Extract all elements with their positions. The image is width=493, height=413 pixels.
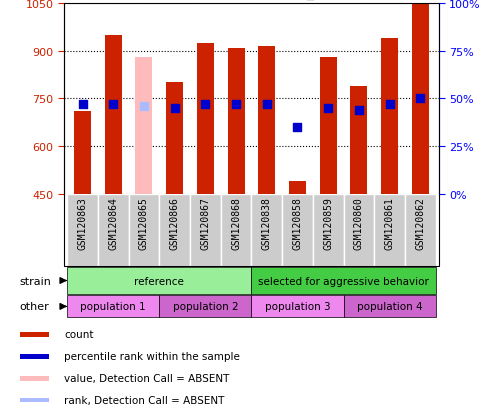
Bar <box>166 83 183 194</box>
Bar <box>320 58 337 194</box>
Text: rank, Detection Call = ABSENT: rank, Detection Call = ABSENT <box>64 395 224 405</box>
Bar <box>159 296 251 318</box>
Bar <box>381 39 398 194</box>
Bar <box>258 47 275 194</box>
Point <box>263 102 271 108</box>
Bar <box>98 194 129 266</box>
Bar <box>197 44 214 194</box>
Bar <box>20 332 49 337</box>
Text: GSM120838: GSM120838 <box>262 196 272 249</box>
Text: GSM120858: GSM120858 <box>292 196 303 249</box>
Bar <box>412 4 429 194</box>
Bar <box>344 296 436 318</box>
Point <box>78 102 86 108</box>
Bar <box>74 112 91 194</box>
Text: selected for aggressive behavior: selected for aggressive behavior <box>258 276 429 286</box>
Text: GSM120866: GSM120866 <box>170 196 179 249</box>
Text: reference: reference <box>135 276 184 286</box>
Text: GSM120868: GSM120868 <box>231 196 241 249</box>
Bar <box>20 376 49 381</box>
Text: count: count <box>64 330 94 339</box>
Point <box>140 103 148 110</box>
Text: GSM120862: GSM120862 <box>415 196 425 249</box>
Bar <box>228 48 245 194</box>
Point <box>324 105 332 112</box>
Bar <box>351 86 367 194</box>
Bar <box>374 194 405 266</box>
Text: other: other <box>20 301 49 312</box>
Text: GSM120867: GSM120867 <box>200 196 211 249</box>
Bar <box>289 181 306 194</box>
Text: GSM120864: GSM120864 <box>108 196 118 249</box>
Bar <box>251 267 436 295</box>
Text: population 3: population 3 <box>265 301 330 312</box>
Bar <box>136 58 152 194</box>
Text: value, Detection Call = ABSENT: value, Detection Call = ABSENT <box>64 373 229 383</box>
Point <box>293 124 301 131</box>
Text: GSM120861: GSM120861 <box>385 196 394 249</box>
Point <box>386 102 393 108</box>
Point <box>232 102 240 108</box>
Point <box>109 102 117 108</box>
Point <box>355 107 363 114</box>
Bar <box>20 354 49 359</box>
Point <box>171 105 178 112</box>
Bar <box>105 36 122 194</box>
Text: GSM120860: GSM120860 <box>354 196 364 249</box>
Text: GSM120859: GSM120859 <box>323 196 333 249</box>
Bar <box>221 194 251 266</box>
Bar <box>67 194 98 266</box>
Bar <box>313 194 344 266</box>
Bar <box>251 194 282 266</box>
Text: GSM120863: GSM120863 <box>77 196 88 249</box>
Text: percentile rank within the sample: percentile rank within the sample <box>64 351 240 361</box>
Bar <box>159 194 190 266</box>
Bar <box>344 194 374 266</box>
Text: population 4: population 4 <box>357 301 423 312</box>
Bar <box>67 267 251 295</box>
Bar <box>20 398 49 403</box>
Bar <box>405 194 436 266</box>
Bar <box>129 194 159 266</box>
Bar <box>67 296 159 318</box>
Bar <box>282 194 313 266</box>
Bar <box>190 194 221 266</box>
Text: GSM120865: GSM120865 <box>139 196 149 249</box>
Point <box>202 102 210 108</box>
Text: strain: strain <box>20 276 52 286</box>
Point <box>417 96 424 102</box>
Text: population 1: population 1 <box>80 301 146 312</box>
Bar <box>251 296 344 318</box>
Text: population 2: population 2 <box>173 301 238 312</box>
